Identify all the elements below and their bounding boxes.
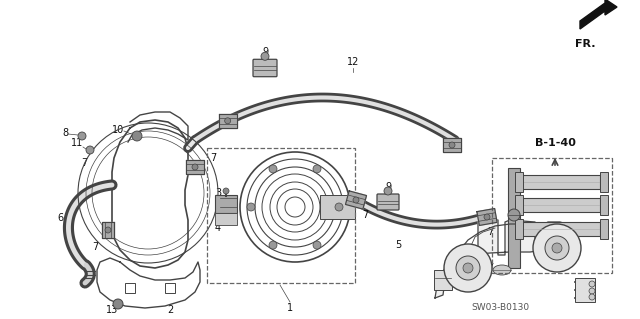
Text: 5: 5 — [395, 240, 401, 250]
Polygon shape — [580, 0, 617, 29]
FancyBboxPatch shape — [253, 59, 277, 77]
Text: 4: 4 — [215, 223, 221, 233]
Circle shape — [132, 131, 142, 141]
Circle shape — [533, 224, 581, 272]
Circle shape — [508, 209, 520, 221]
Text: 1: 1 — [287, 303, 293, 313]
Bar — [600, 195, 608, 215]
Bar — [508, 168, 520, 268]
Bar — [515, 219, 523, 239]
Circle shape — [545, 236, 569, 260]
Polygon shape — [102, 222, 115, 238]
Text: SW03-B0130: SW03-B0130 — [471, 303, 529, 313]
Circle shape — [225, 118, 230, 124]
Circle shape — [384, 187, 392, 195]
Circle shape — [353, 197, 359, 203]
Text: 7: 7 — [210, 153, 216, 163]
Circle shape — [223, 188, 229, 194]
Polygon shape — [443, 138, 461, 152]
Circle shape — [444, 244, 492, 292]
Bar — [207, 148, 355, 283]
FancyBboxPatch shape — [377, 194, 399, 210]
Circle shape — [449, 142, 455, 148]
Polygon shape — [435, 220, 575, 298]
Polygon shape — [320, 195, 355, 219]
Bar — [165, 283, 175, 293]
Text: 9: 9 — [385, 182, 391, 192]
Circle shape — [313, 165, 321, 173]
Text: 9: 9 — [262, 47, 268, 57]
Text: 7: 7 — [81, 158, 87, 168]
Circle shape — [552, 243, 562, 253]
Bar — [600, 219, 608, 239]
Text: 6: 6 — [57, 213, 63, 223]
Circle shape — [484, 214, 490, 220]
Bar — [125, 283, 135, 293]
Text: 8: 8 — [62, 128, 68, 138]
Bar — [492, 158, 612, 273]
Circle shape — [335, 203, 343, 211]
Text: 2: 2 — [167, 305, 173, 315]
Text: 13: 13 — [106, 305, 118, 315]
Bar — [515, 172, 523, 192]
Circle shape — [589, 281, 595, 287]
Bar — [520, 175, 600, 189]
Circle shape — [589, 288, 595, 294]
Text: 11: 11 — [71, 138, 83, 148]
Circle shape — [78, 132, 86, 140]
Circle shape — [313, 241, 321, 249]
Text: 12: 12 — [347, 57, 359, 67]
Polygon shape — [477, 209, 497, 226]
Circle shape — [269, 241, 277, 249]
Text: 7: 7 — [487, 263, 493, 273]
Circle shape — [589, 294, 595, 300]
Circle shape — [247, 203, 255, 211]
Text: 7: 7 — [92, 242, 98, 252]
Bar — [520, 198, 600, 212]
Text: 3: 3 — [215, 188, 221, 198]
Circle shape — [269, 165, 277, 173]
Ellipse shape — [493, 265, 511, 275]
Text: 7: 7 — [487, 227, 493, 237]
Circle shape — [86, 146, 94, 154]
Text: B-1-40: B-1-40 — [534, 138, 575, 148]
Polygon shape — [186, 160, 204, 174]
Polygon shape — [346, 191, 367, 209]
Text: 7: 7 — [362, 210, 368, 220]
Circle shape — [463, 263, 473, 273]
Bar — [215, 195, 237, 213]
Bar — [520, 222, 600, 236]
Bar — [434, 270, 452, 290]
Text: 10: 10 — [112, 125, 124, 135]
Circle shape — [105, 227, 111, 233]
Bar — [600, 172, 608, 192]
Circle shape — [192, 164, 198, 170]
Polygon shape — [219, 114, 237, 128]
Bar — [575, 278, 595, 302]
Circle shape — [261, 52, 269, 60]
Circle shape — [113, 299, 123, 309]
Circle shape — [456, 256, 480, 280]
Bar — [215, 213, 237, 225]
Text: FR.: FR. — [575, 39, 595, 49]
Bar — [515, 195, 523, 215]
